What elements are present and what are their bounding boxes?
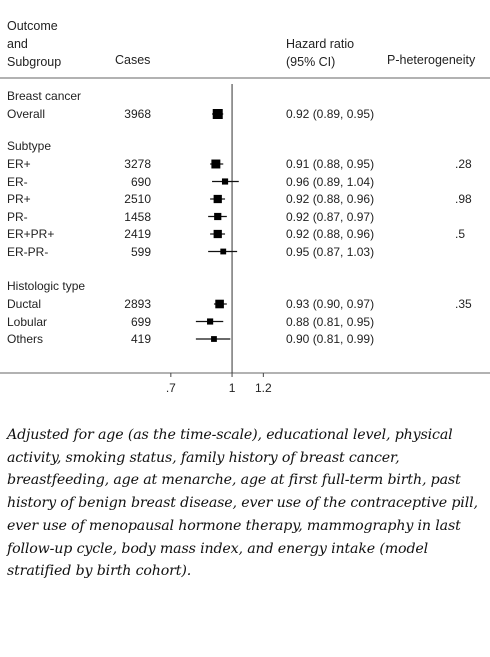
point-estimate-1-1 xyxy=(221,178,229,185)
x-tick-label-1: 1 xyxy=(229,381,236,395)
row-ci: 0.96 (0.89, 1.04) xyxy=(286,174,375,189)
row-label: ER-PR- xyxy=(7,244,49,259)
row-phet: .35 xyxy=(455,297,472,311)
row-label: Ductal xyxy=(7,297,42,311)
row-label: Overall xyxy=(7,107,46,121)
row-label: Lobular xyxy=(7,314,48,329)
point-estimate-0-0 xyxy=(212,109,223,119)
x-tick-label-2: 1.2 xyxy=(255,381,272,395)
row-cases: 699 xyxy=(130,314,151,329)
row-label: PR- xyxy=(7,209,28,224)
row-label: ER+ xyxy=(7,157,31,171)
point-estimate-1-0 xyxy=(211,159,221,169)
row-ci: 0.93 (0.90, 0.97) xyxy=(286,297,375,311)
header-outcome: Outcome and Subgroup xyxy=(7,19,62,69)
point-estimate-2-0 xyxy=(215,299,224,309)
row-label: ER- xyxy=(7,174,28,189)
row-label: ER+PR+ xyxy=(7,227,55,241)
point-estimate-1-4 xyxy=(213,229,222,239)
forest-plot: .7 1 1.2 xyxy=(0,77,490,395)
header-p-heterogeneity: P-heterogeneity xyxy=(387,53,476,67)
row-cases: 2510 xyxy=(124,192,151,206)
row-ci: 0.92 (0.88, 0.96) xyxy=(286,192,375,206)
point-estimate-1-3 xyxy=(214,212,222,221)
point-estimate-2-2 xyxy=(211,336,217,342)
row-ci: 0.92 (0.88, 0.96) xyxy=(286,227,375,241)
row-cases: 3968 xyxy=(124,107,151,121)
point-estimate-2-1 xyxy=(207,318,214,325)
group-title-1: Subtype xyxy=(7,139,52,153)
header-cases: Cases xyxy=(115,53,151,67)
header-hazard-ratio: Hazard ratio (95% CI) xyxy=(286,37,355,69)
x-tick-label-0: .7 xyxy=(166,381,176,395)
row-ci: 0.90 (0.81, 0.99) xyxy=(286,332,375,346)
row-cases: 3278 xyxy=(124,157,151,171)
row-label: PR+ xyxy=(7,192,31,206)
row-phet: .98 xyxy=(455,192,472,206)
row-cases: 419 xyxy=(130,332,151,346)
row-cases: 2893 xyxy=(124,297,151,311)
row-ci: 0.91 (0.88, 0.95) xyxy=(286,157,375,171)
point-estimate-1-5 xyxy=(220,248,227,255)
row-label: Others xyxy=(7,332,44,346)
group-title-2: Histologic type xyxy=(7,279,86,293)
row-cases: 2419 xyxy=(124,227,151,241)
row-ci: 0.92 (0.89, 0.95) xyxy=(286,107,375,121)
row-phet: .28 xyxy=(455,157,472,171)
row-phet: .5 xyxy=(455,227,466,241)
row-cases: 690 xyxy=(130,174,151,189)
row-cases: 599 xyxy=(130,244,151,259)
footnote: Adjusted for age (as the time-scale), ed… xyxy=(7,427,478,580)
group-title-0: Breast cancer xyxy=(7,89,82,103)
point-estimate-1-2 xyxy=(213,194,222,204)
row-ci: 0.95 (0.87, 1.03) xyxy=(286,244,375,259)
row-cases: 1458 xyxy=(124,209,151,224)
row-ci: 0.88 (0.81, 0.95) xyxy=(286,314,375,329)
row-ci: 0.92 (0.87, 0.97) xyxy=(286,209,375,224)
